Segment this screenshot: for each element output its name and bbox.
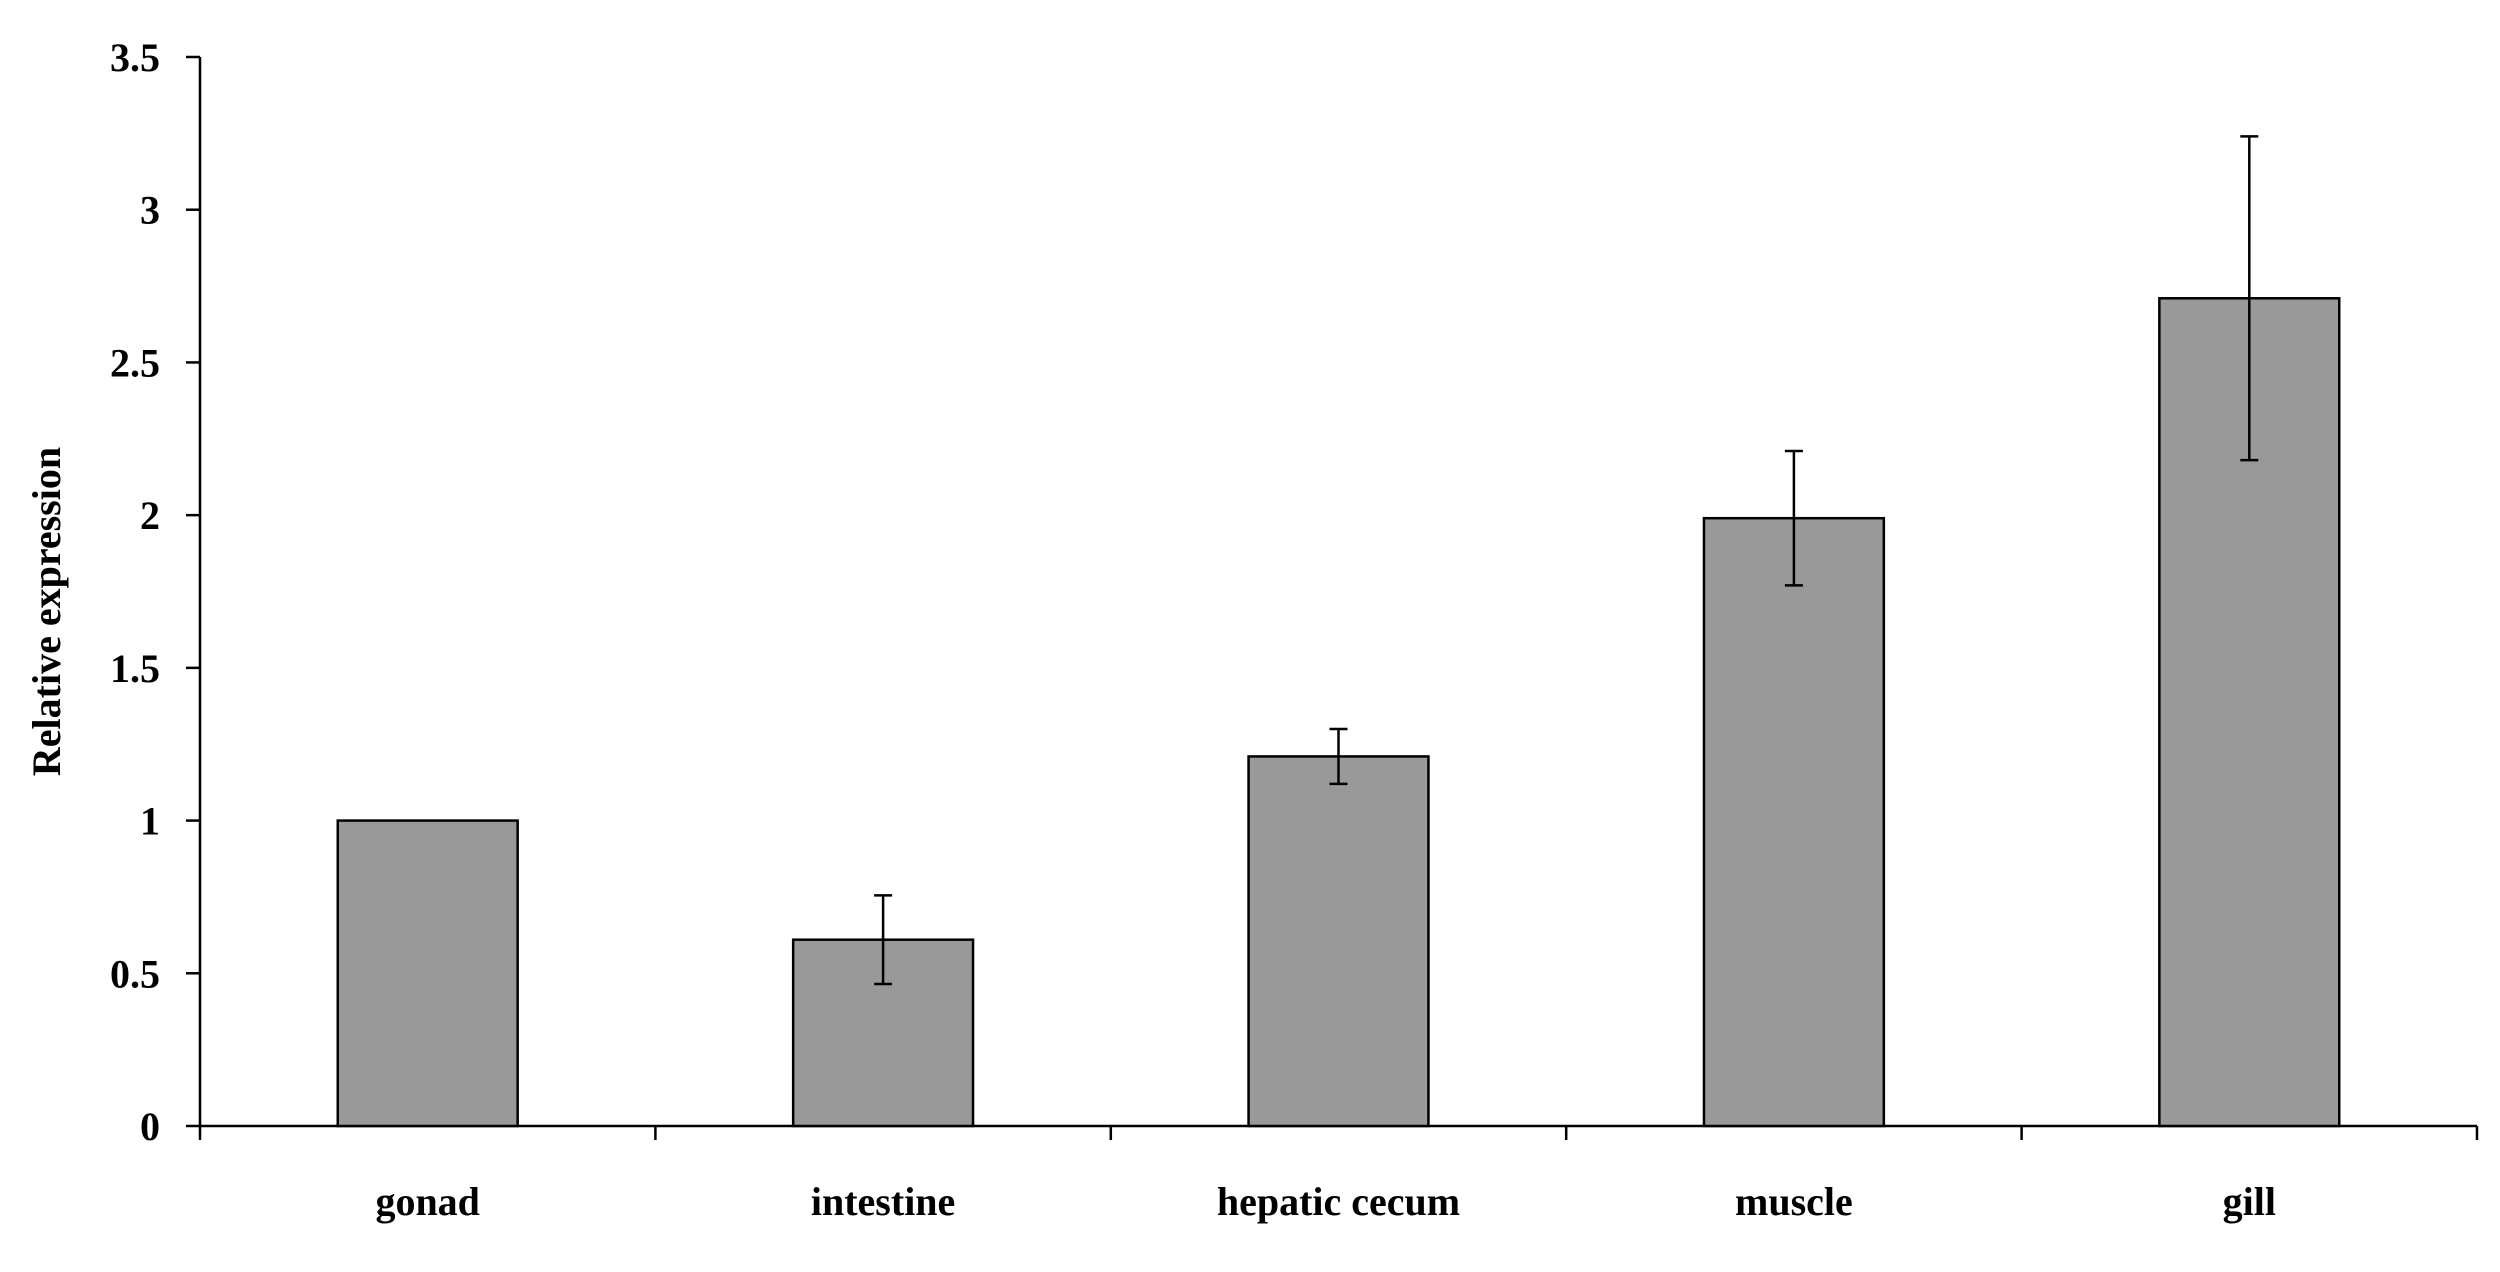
y-tick-label: 1 xyxy=(140,799,160,844)
bar xyxy=(1702,516,1886,1128)
x-category-label: muscle xyxy=(1735,1179,1853,1224)
bars xyxy=(336,297,2341,1128)
bar xyxy=(336,819,519,1128)
y-tick-label: 0.5 xyxy=(110,951,160,996)
bar xyxy=(791,938,975,1128)
x-category-label: gonad xyxy=(375,1179,480,1224)
y-tick-label: 2.5 xyxy=(110,340,160,385)
y-tick-label: 3 xyxy=(140,188,160,233)
y-tick-label: 3.5 xyxy=(110,35,160,80)
error-bars xyxy=(874,135,2259,986)
y-tick-label: 0 xyxy=(140,1104,160,1149)
x-category-label: intestine xyxy=(811,1179,955,1224)
y-axis-title: Relative expression xyxy=(24,447,69,776)
y-tick-label: 2 xyxy=(140,493,160,538)
x-category-label: hepatic cecum xyxy=(1217,1179,1460,1224)
y-tick-label: 1.5 xyxy=(110,646,160,691)
labels: 0 0.5 1 1.5 2 2.5 3 3.5 gonad intestine hepatic ce… xyxy=(110,35,2276,1224)
x-category-label: gill xyxy=(2223,1179,2276,1224)
bar xyxy=(1247,755,1430,1128)
